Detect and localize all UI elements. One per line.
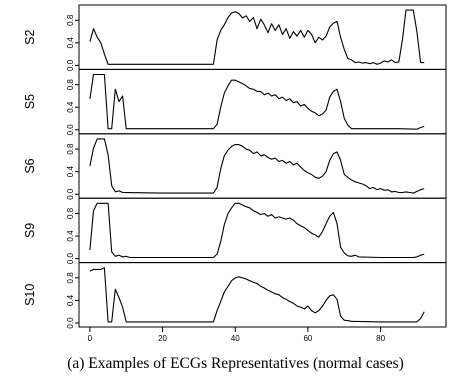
series-label: S6 bbox=[23, 158, 37, 173]
series-line bbox=[89, 202, 425, 259]
y-tick-label: 0.0 bbox=[66, 317, 75, 329]
series-line bbox=[89, 138, 425, 194]
y-tick-label: 0.8 bbox=[66, 79, 75, 91]
y-tick-label: 0.0 bbox=[66, 59, 75, 71]
panel-s6: 0.0 0.4 0.8 S6 bbox=[23, 133, 447, 200]
y-tick-label: 0.4 bbox=[66, 37, 75, 49]
y-tick-label: 0.0 bbox=[66, 252, 75, 264]
panel-frame bbox=[78, 68, 447, 135]
x-tick-label: 40 bbox=[231, 334, 240, 343]
series-label: S10 bbox=[23, 284, 37, 306]
y-tick-label: 0.0 bbox=[66, 188, 75, 200]
ecg-panels-chart: 0.00.40.8S20.00.40.8S50.00.40.8S60.00.40… bbox=[23, 4, 447, 343]
y-tick-label: 0.8 bbox=[66, 272, 75, 284]
series-line bbox=[89, 9, 425, 65]
figure-caption: (a) Examples of ECGs Representatives (no… bbox=[67, 355, 404, 372]
panel-s5: 0.0 0.4 0.8 S5 bbox=[23, 68, 447, 136]
panel-s10: 0.0 0.4 0.8 S10 bbox=[23, 262, 447, 329]
panel-frame bbox=[78, 133, 447, 199]
x-tick-label: 20 bbox=[158, 334, 167, 343]
x-tick-label: 60 bbox=[303, 334, 312, 343]
series-line bbox=[89, 73, 425, 130]
panel-s9: 0.0 0.4 0.8 S9 bbox=[23, 197, 447, 264]
y-tick-label: 0.4 bbox=[66, 101, 75, 113]
panel-s2: 0.0 0.4 0.8 S2 bbox=[23, 4, 447, 71]
x-tick-label: 0 bbox=[88, 334, 93, 343]
y-tick-label: 0.4 bbox=[66, 294, 75, 306]
x-tick-label: 80 bbox=[376, 334, 385, 343]
panel-frame bbox=[78, 262, 447, 328]
y-tick-label: 0.8 bbox=[66, 143, 75, 155]
series-label: S2 bbox=[23, 30, 37, 45]
y-tick-label: 0.4 bbox=[66, 230, 75, 242]
y-tick-label: 0.8 bbox=[66, 207, 75, 219]
series-label: S9 bbox=[23, 223, 37, 238]
panel-frame bbox=[78, 197, 447, 264]
series-line bbox=[89, 267, 425, 323]
y-tick-label: 0.8 bbox=[66, 14, 75, 26]
y-tick-label: 0.4 bbox=[66, 166, 75, 178]
series-label: S5 bbox=[23, 94, 37, 109]
y-tick-label: 0.0 bbox=[66, 124, 75, 136]
